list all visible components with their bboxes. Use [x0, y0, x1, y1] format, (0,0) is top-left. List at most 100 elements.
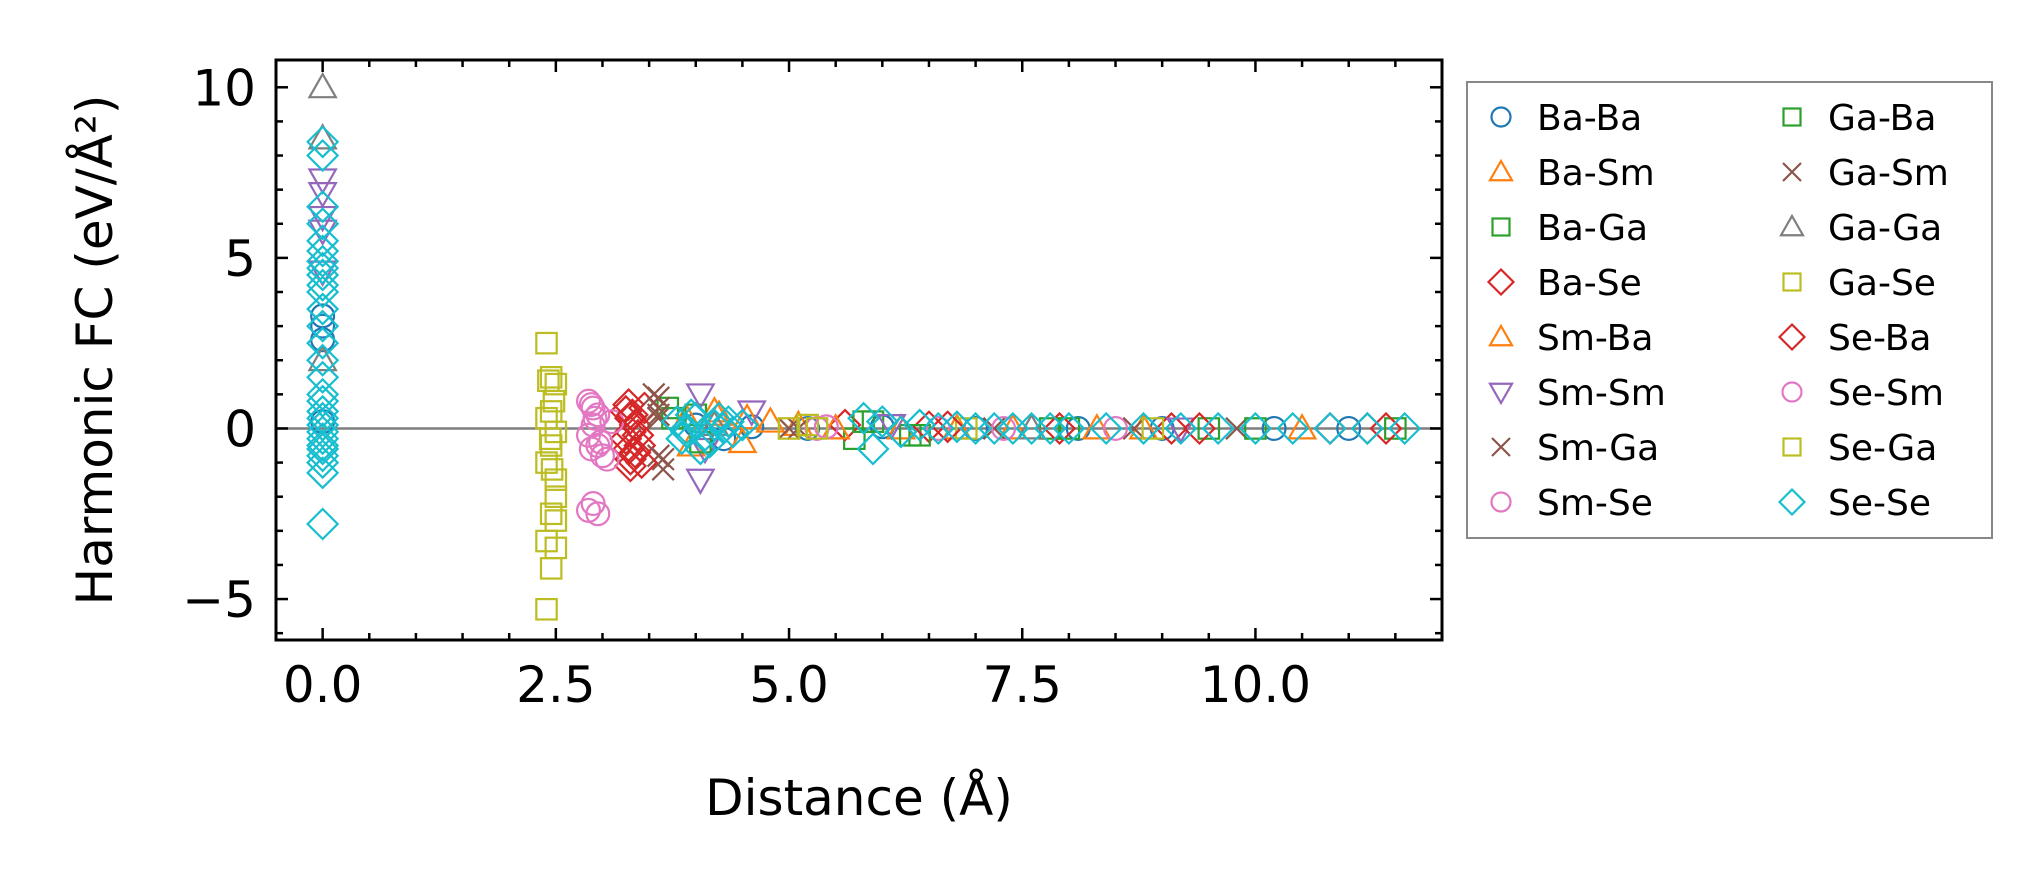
legend-entry: Ba-Sm [1488, 153, 1655, 194]
data-point-se-se [674, 398, 708, 432]
x-tick-label: 2.5 [516, 656, 596, 714]
data-point-se-ba [931, 410, 965, 444]
legend-entry: Sm-Se [1490, 483, 1653, 524]
data-point-sm-sm [685, 383, 716, 410]
data-point-se-se [903, 408, 937, 442]
data-point-se-ga [542, 389, 566, 413]
data-point-ga-se [544, 509, 568, 532]
legend-label: Sm-Ga [1537, 428, 1659, 469]
legend-entry: Ga-Se [1782, 263, 1936, 304]
data-point-se-se [1388, 411, 1422, 446]
data-point-ga-se [535, 331, 558, 355]
data-point-se-se [306, 439, 340, 473]
data-point-sm-ga [1225, 416, 1249, 441]
data-point-se-se [306, 432, 340, 466]
data-point-se-se [1276, 411, 1310, 446]
legend-label: Sm-Ba [1537, 318, 1653, 359]
data-point-se-se [306, 268, 340, 302]
data-point-ga-se [544, 420, 568, 444]
legend-marker [1782, 107, 1802, 127]
legend-marker [1782, 162, 1802, 182]
data-point-se-se [306, 251, 340, 285]
legend-marker [1491, 217, 1511, 237]
data-point-se-ba [615, 398, 649, 432]
legend-entry: Sm-Sm [1488, 373, 1666, 414]
data-point-se-se [306, 360, 340, 394]
legend-entry: Ga-Ga [1779, 208, 1942, 249]
legend-entry: Se-Sm [1781, 373, 1944, 414]
legend-label: Se-Se [1828, 483, 1931, 524]
series-sm-se [575, 388, 1129, 527]
legend-marker [1781, 381, 1803, 403]
legend-label: Ba-Ba [1537, 98, 1642, 139]
legend-entry: Sm-Ba [1488, 318, 1653, 359]
data-point-se-se [711, 405, 745, 439]
data-point-ga-sm [651, 447, 675, 471]
legend-label: Ga-Ba [1828, 98, 1936, 139]
data-point-se-ga [777, 417, 801, 440]
data-point-sm-sm [307, 260, 338, 287]
series-ga-se [535, 331, 1165, 621]
data-point-sm-sm [307, 182, 338, 209]
data-point-se-se [856, 432, 890, 466]
data-point-se-se [1238, 411, 1272, 446]
data-point-ga-sm [642, 382, 666, 406]
series-se-se [306, 125, 1422, 541]
data-point-sm-se [925, 415, 951, 441]
legend-label: Ga-Se [1828, 263, 1936, 304]
data-point-se-se [306, 292, 340, 326]
data-point-se-se [921, 411, 955, 446]
legend-label: Ba-Se [1537, 263, 1642, 304]
data-point-ba-ba [310, 313, 336, 339]
data-point-ba-se [618, 435, 652, 469]
data-point-se-sm [578, 392, 604, 418]
y-tick-label: 0 [224, 400, 256, 458]
data-point-ba-sm [755, 406, 786, 433]
data-point-ga-se [535, 597, 558, 621]
data-point-se-se [1052, 411, 1086, 446]
legend-entry: Ga-Ba [1782, 98, 1936, 139]
legend-label: Sm-Se [1537, 483, 1653, 524]
data-point-se-se [1201, 411, 1235, 446]
legend-marker [1488, 323, 1514, 347]
data-point-ba-sm [727, 426, 758, 454]
legend: Ba-Ba Ba-Sm Ba-Ga Ba-Se Sm-Ba Sm-Sm Sm-Ga Sm-Se… [1466, 81, 1993, 539]
data-point-se-se [1350, 411, 1384, 446]
data-point-se-se [306, 422, 340, 456]
legend-marker [1777, 322, 1807, 352]
data-point-se-se [1126, 411, 1161, 446]
data-point-ga-se [539, 557, 563, 580]
data-point-se-ga [540, 458, 564, 481]
data-point-ba-se [1042, 411, 1077, 446]
data-point-ba-se [613, 415, 648, 449]
x-tick-label: 0.0 [283, 656, 363, 714]
legend-entry: Sm-Ga [1491, 428, 1659, 469]
data-point-se-se [306, 125, 340, 159]
data-point-se-se [665, 422, 699, 456]
legend-marker [1486, 267, 1516, 297]
data-point-ba-se [613, 449, 648, 483]
data-point-se-se [884, 415, 918, 449]
legend-marker [1779, 213, 1805, 237]
data-point-ba-ba [795, 415, 821, 441]
y-tick-label: 5 [224, 230, 256, 288]
data-point-se-se [306, 428, 340, 463]
data-point-ba-ba [1336, 415, 1362, 441]
legend-marker [1491, 437, 1511, 457]
y-axis-label: Harmonic FC (eV/Å²) [66, 95, 124, 606]
legend-label: Ba-Ga [1537, 208, 1648, 249]
data-point-sm-ga [646, 396, 671, 420]
legend-entry: Ga-Sm [1782, 153, 1949, 194]
data-point-se-se [306, 275, 340, 309]
legend-label: Se-Sm [1828, 373, 1944, 414]
data-point-se-se [306, 207, 340, 241]
data-point-ga-ba [1244, 417, 1267, 440]
data-point-sm-se [575, 388, 601, 414]
data-point-se-sm [991, 415, 1017, 441]
y-tick-label: −5 [182, 571, 256, 629]
data-point-sm-ba [731, 402, 763, 430]
y-tick-label: 10 [192, 59, 256, 117]
legend-entry: Ba-Se [1486, 263, 1642, 304]
data-point-sm-se [1103, 415, 1129, 441]
